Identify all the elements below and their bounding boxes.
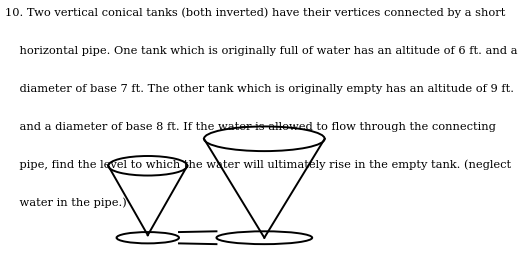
Text: pipe, find the level to which the water will ultimately rise in the empty tank. : pipe, find the level to which the water … [5,160,511,170]
Text: and a diameter of base 8 ft. If the water is allowed to flow through the connect: and a diameter of base 8 ft. If the wate… [5,122,496,132]
Text: 10. Two vertical conical tanks (both inverted) have their vertices connected by : 10. Two vertical conical tanks (both inv… [5,8,505,18]
Text: horizontal pipe. One tank which is originally full of water has an altitude of 6: horizontal pipe. One tank which is origi… [5,46,518,56]
Text: diameter of base 7 ft. The other tank which is originally empty has an altitude : diameter of base 7 ft. The other tank wh… [5,84,514,94]
Text: water in the pipe.): water in the pipe.) [5,198,127,208]
